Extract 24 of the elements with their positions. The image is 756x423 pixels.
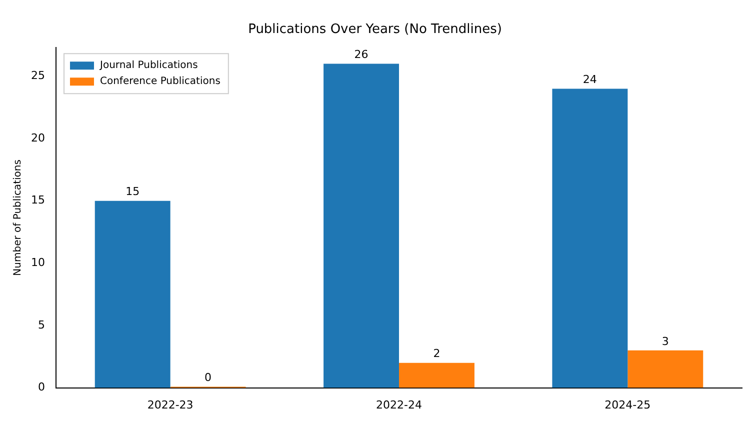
data-label: 0 [204,371,212,384]
y-tick-label: 5 [38,318,45,332]
x-tick-label: 2024-25 [604,398,651,412]
x-tick-label: 2022-24 [376,398,422,412]
y-tick-label: 20 [30,131,45,144]
bar [552,88,628,388]
data-label: 15 [126,185,140,198]
legend-label: Journal Publications [98,60,198,72]
bar [628,350,704,388]
bar [399,362,474,388]
data-label: 26 [354,48,368,62]
data-label: 24 [582,73,597,86]
bar [94,200,170,388]
y-tick-label: 10 [30,256,45,270]
data-label: 3 [662,334,669,348]
x-tick-label: 2022-23 [147,398,194,412]
y-tick-label: 15 [30,194,45,207]
data-label: 2 [433,347,440,360]
y-tick-label: 0 [38,380,45,394]
y-tick-label: 25 [30,69,45,82]
bar [324,64,399,388]
chart-title: Publications Over Years (No Trendlines) [248,22,502,38]
y-axis-title: Number of Publications [12,160,24,276]
legend-label: Conference Publications [100,76,220,88]
